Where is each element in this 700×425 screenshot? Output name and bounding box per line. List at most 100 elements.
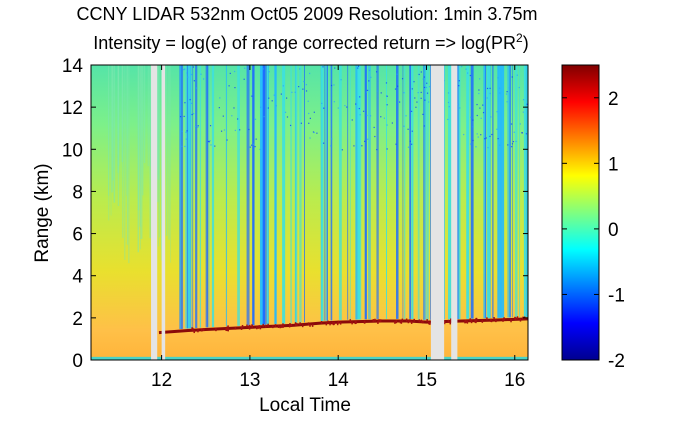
- cloud-base-speck: [495, 319, 497, 323]
- noise-speck: [322, 66, 324, 68]
- noise-speck: [273, 94, 275, 96]
- clear-sky-column: [324, 65, 326, 321]
- cloud-base-speck: [481, 319, 484, 323]
- noise-speck: [376, 149, 378, 151]
- noise-speck: [333, 101, 335, 103]
- x-axis-label: Local Time: [259, 395, 351, 416]
- noise-speck: [489, 135, 491, 138]
- clear-sky-column: [512, 65, 513, 318]
- clear-sky-column: [499, 65, 502, 318]
- noise-speck: [337, 107, 339, 109]
- noise-speck: [522, 111, 524, 113]
- noise-speck: [380, 92, 382, 94]
- clear-sky-column: [346, 65, 349, 320]
- y-tick-label: 4: [72, 267, 83, 288]
- cloud-base-speck: [225, 328, 227, 332]
- noise-speck: [359, 96, 361, 98]
- clear-sky-column: [184, 65, 188, 329]
- noise-speck: [248, 128, 250, 131]
- noise-speck: [418, 73, 420, 76]
- clear-sky-column: [140, 65, 141, 250]
- clear-sky-column: [117, 65, 120, 206]
- noise-speck: [490, 116, 492, 118]
- clear-sky-column: [195, 65, 198, 328]
- noise-speck: [189, 99, 191, 101]
- chart-subtitle: Intensity = log(e) of range corrected re…: [93, 31, 528, 53]
- noise-speck: [366, 114, 368, 117]
- clear-sky-column: [113, 65, 116, 203]
- clear-sky-column: [157, 65, 159, 203]
- noise-speck: [417, 91, 419, 94]
- noise-speck: [424, 99, 426, 101]
- noise-speck: [231, 115, 233, 117]
- noise-speck: [447, 101, 450, 104]
- y-tick-label: 8: [72, 182, 83, 203]
- clear-sky-column: [470, 65, 474, 319]
- noise-speck: [358, 107, 360, 110]
- noise-speck: [448, 106, 450, 108]
- noise-speck: [195, 87, 198, 89]
- noise-speck: [323, 107, 325, 109]
- cloud-base-speck: [378, 319, 380, 323]
- noise-speck: [251, 95, 253, 97]
- noise-speck: [401, 78, 404, 80]
- noise-speck: [508, 87, 511, 89]
- cloud-base-speck: [493, 317, 495, 321]
- cloud-base-speck: [331, 321, 333, 325]
- cloud-base-speck: [516, 316, 519, 320]
- cloud-base-speck: [281, 324, 283, 328]
- noise-speck: [486, 97, 488, 99]
- cloud-base-speck: [337, 320, 340, 324]
- clear-sky-column: [497, 65, 501, 318]
- noise-speck: [234, 87, 236, 89]
- noise-speck: [506, 91, 508, 93]
- noise-speck: [413, 81, 415, 83]
- cloud-base-speck: [418, 319, 421, 323]
- noise-speck: [185, 131, 187, 133]
- noise-speck: [355, 103, 357, 105]
- cloud-base-speck: [475, 320, 477, 324]
- noise-speck: [284, 111, 287, 113]
- cloud-base-speck: [519, 318, 522, 322]
- noise-speck: [263, 116, 265, 118]
- noise-speck: [374, 135, 376, 138]
- cloud-base-speck: [401, 318, 404, 322]
- noise-speck: [309, 137, 311, 139]
- noise-speck: [357, 67, 359, 69]
- clear-sky-column: [186, 65, 190, 329]
- noise-speck: [302, 88, 304, 90]
- cloud-base-speck: [262, 323, 264, 327]
- clear-sky-column: [338, 65, 342, 320]
- cloud-base-speck: [465, 319, 467, 323]
- cloud-base-speck: [234, 326, 237, 330]
- clear-sky-column: [137, 65, 140, 253]
- y-tick-label: 2: [72, 309, 83, 330]
- noise-speck: [200, 73, 202, 75]
- noise-speck: [519, 123, 521, 125]
- cloud-base-speck: [486, 317, 488, 321]
- clear-sky-column: [274, 65, 277, 325]
- clear-sky-column: [376, 65, 379, 320]
- noise-speck: [219, 97, 221, 99]
- clear-sky-column: [321, 65, 324, 321]
- noise-speck: [482, 112, 485, 114]
- clear-sky-column: [514, 65, 518, 318]
- clear-sky-column: [330, 65, 333, 321]
- clear-sky-column: [458, 65, 461, 320]
- noise-speck: [511, 143, 514, 145]
- clear-sky-column: [386, 65, 388, 319]
- noise-speck: [459, 107, 461, 109]
- noise-speck: [489, 87, 491, 89]
- cloud-base-speck: [339, 321, 342, 325]
- cloud-base-speck: [449, 321, 451, 325]
- noise-speck: [461, 65, 463, 68]
- noise-speck: [411, 143, 413, 145]
- clear-sky-column: [402, 65, 404, 319]
- clear-sky-column: [304, 65, 305, 323]
- cloud-base-speck: [464, 320, 466, 324]
- noise-speck: [366, 89, 369, 92]
- cloud-base-speck: [241, 324, 244, 328]
- noise-speck: [186, 72, 188, 74]
- noise-speck: [228, 85, 230, 87]
- noise-speck: [398, 101, 401, 103]
